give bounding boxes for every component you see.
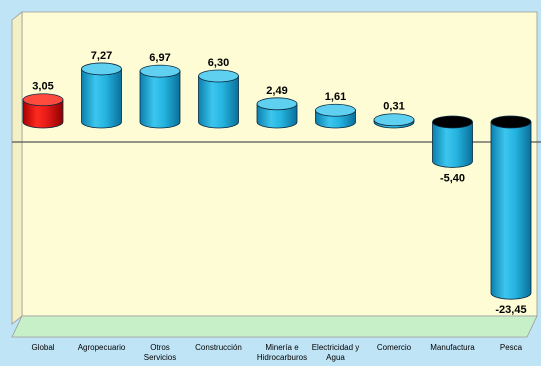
bar-top (139, 64, 181, 78)
bar-body (490, 121, 532, 300)
bar (315, 103, 356, 129)
bar (198, 69, 239, 129)
category-label: Electricidad y (312, 343, 360, 352)
bar-top (81, 62, 122, 76)
bar-body (432, 121, 473, 168)
bar (432, 115, 473, 168)
value-label: 1,61 (325, 91, 346, 103)
bar-body (81, 68, 122, 129)
category-label: Servicios (144, 353, 176, 362)
category-label: Minería e (265, 343, 299, 352)
bar-top (315, 103, 356, 117)
value-label: -5,40 (440, 172, 465, 184)
bar-top (490, 115, 532, 129)
category-label: Comercio (377, 343, 412, 352)
bar-top (373, 113, 415, 127)
plot-floor (11, 315, 538, 338)
value-label: 0,31 (383, 101, 404, 113)
category-label: Global (31, 343, 54, 352)
value-label: 6,97 (149, 52, 170, 64)
bar-top (22, 93, 64, 107)
category-label: Agropecuario (78, 343, 126, 352)
value-label: 7,27 (91, 50, 112, 62)
bar (490, 115, 532, 300)
value-label: 3,05 (32, 81, 53, 93)
bar (373, 113, 415, 129)
value-label: 2,49 (266, 85, 287, 97)
plot-side-wall (11, 11, 23, 325)
category-label: Manufactura (430, 343, 475, 352)
bar (81, 62, 122, 129)
bar-body (198, 75, 239, 129)
bar-top (198, 69, 239, 83)
bar-top (432, 115, 473, 129)
bar (256, 97, 298, 129)
bar-body (22, 99, 64, 129)
bar-body (139, 70, 181, 129)
category-label: Hidrocarburos (257, 353, 307, 362)
category-label: Construcción (195, 343, 242, 352)
category-label: Otros (150, 343, 170, 352)
category-label: Pesca (500, 343, 523, 352)
bar (22, 93, 64, 129)
value-label: 6,30 (208, 57, 229, 69)
category-label: Agua (326, 353, 345, 362)
value-label: -23,45 (495, 304, 526, 316)
bar-body (256, 103, 298, 129)
bar (139, 64, 181, 129)
bar-top (256, 97, 298, 111)
